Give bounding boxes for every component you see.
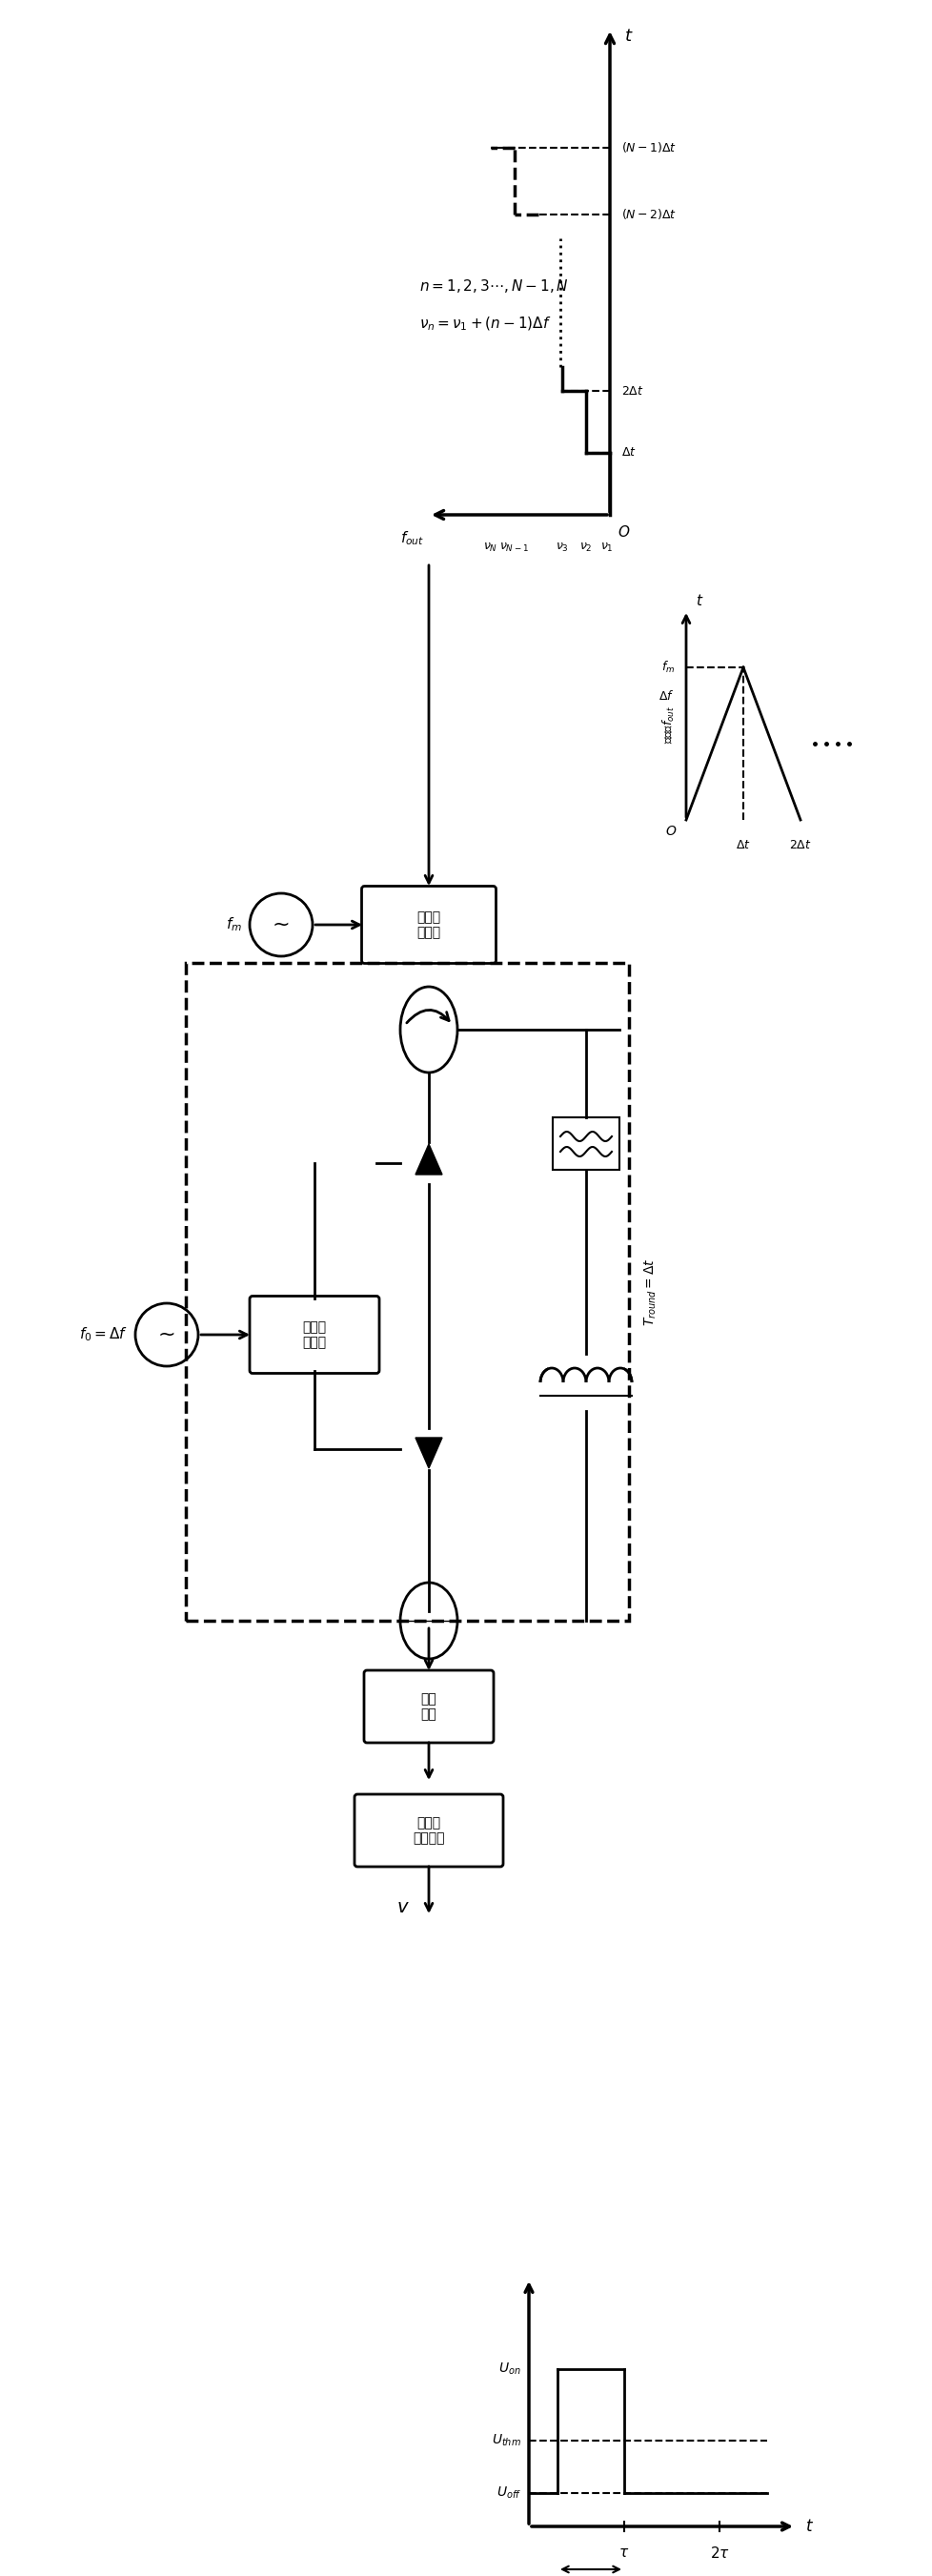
Text: $\nu_n=\nu_1+(n-1)\Delta f$: $\nu_n=\nu_1+(n-1)\Delta f$: [418, 314, 551, 332]
FancyBboxPatch shape: [362, 886, 496, 963]
Text: $\Delta t$: $\Delta t$: [621, 446, 636, 459]
Text: $f_m$: $f_m$: [661, 659, 674, 675]
Text: ~: ~: [158, 1324, 175, 1345]
Text: $\nu_N$: $\nu_N$: [483, 541, 498, 554]
Polygon shape: [415, 1437, 442, 1468]
Bar: [547, 1355, 624, 1409]
Text: $2\Delta t$: $2\Delta t$: [788, 840, 811, 850]
Text: $f_{out}$: $f_{out}$: [400, 531, 424, 549]
Text: $U_{thm}$: $U_{thm}$: [491, 2432, 521, 2447]
Text: $t$: $t$: [624, 28, 633, 44]
FancyBboxPatch shape: [250, 1296, 379, 1373]
Text: $O$: $O$: [665, 824, 676, 837]
Text: $\Delta t$: $\Delta t$: [735, 840, 750, 850]
FancyBboxPatch shape: [354, 1795, 502, 1868]
Text: $\Delta f$: $\Delta f$: [658, 690, 674, 703]
Text: $\tau$: $\tau$: [618, 2545, 629, 2561]
Text: $U_{off}$: $U_{off}$: [496, 2486, 521, 2501]
Text: $t$: $t$: [695, 592, 703, 608]
Text: 单边带
调制器: 单边带 调制器: [302, 1321, 326, 1350]
Text: $v$: $v$: [396, 1899, 409, 1917]
Text: $\nu_2$: $\nu_2$: [579, 541, 592, 554]
Text: $(N-1)\Delta t$: $(N-1)\Delta t$: [621, 142, 676, 155]
FancyBboxPatch shape: [363, 1669, 493, 1744]
Text: $T_{round}=\Delta t$: $T_{round}=\Delta t$: [642, 1257, 658, 1327]
Text: $2\Delta t$: $2\Delta t$: [621, 384, 643, 397]
Text: 半导体
激光光源: 半导体 激光光源: [413, 1816, 445, 1844]
Text: $f_m$: $f_m$: [226, 917, 241, 933]
Bar: [552, 1118, 619, 1170]
Polygon shape: [415, 1144, 442, 1175]
Text: $U_{on}$: $U_{on}$: [499, 2362, 521, 2378]
Text: $\nu_1$: $\nu_1$: [600, 541, 613, 554]
Text: $\nu_3$: $\nu_3$: [555, 541, 569, 554]
Text: 光输出$f_{out}$: 光输出$f_{out}$: [661, 706, 676, 744]
Text: 单边带
调制器: 单边带 调制器: [417, 909, 440, 940]
Text: $t$: $t$: [804, 2517, 813, 2535]
Text: $n=1,2,3\cdots,N-1,N$: $n=1,2,3\cdots,N-1,N$: [418, 278, 569, 294]
Text: $O$: $O$: [617, 526, 630, 538]
Text: 调谐
光源: 调谐 光源: [420, 1692, 436, 1721]
Text: $2\tau$: $2\tau$: [708, 2545, 729, 2561]
Text: ~: ~: [272, 914, 290, 935]
Text: $f_0=\Delta f$: $f_0=\Delta f$: [79, 1327, 128, 1345]
Text: $\nu_{N-1}$: $\nu_{N-1}$: [500, 541, 528, 554]
Text: $(N-2)\Delta t$: $(N-2)\Delta t$: [621, 206, 676, 222]
Bar: [185, 963, 628, 1620]
